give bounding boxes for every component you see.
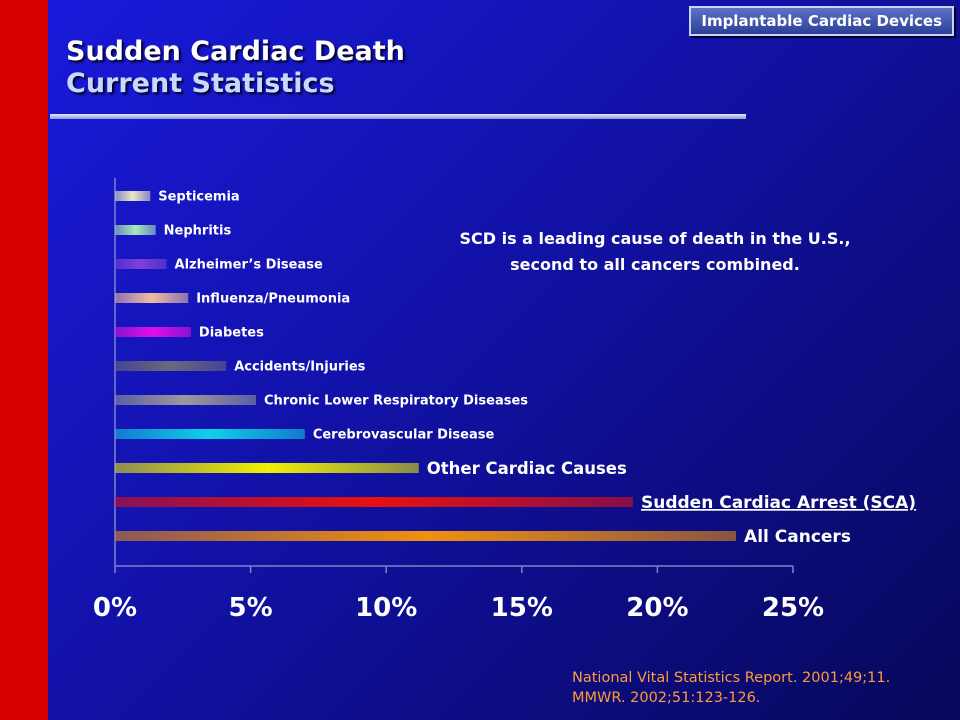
x-tick-label: 10%	[355, 593, 417, 623]
bar	[115, 361, 227, 371]
x-tick-label: 15%	[491, 593, 553, 623]
bar	[115, 191, 151, 201]
bar	[115, 531, 737, 541]
title-divider	[50, 114, 746, 119]
bar-label: Cerebrovascular Disease	[313, 428, 495, 443]
bar-label: Diabetes	[199, 326, 264, 341]
bar	[115, 225, 156, 235]
bar-label: Accidents/Injuries	[234, 360, 365, 375]
bar-label: Other Cardiac Causes	[427, 459, 627, 478]
x-tick-label: 0%	[93, 593, 137, 623]
bar	[115, 395, 257, 405]
left-accent-bar	[0, 0, 48, 720]
x-tick-label: 20%	[626, 593, 688, 623]
bar	[115, 327, 191, 337]
source-citation: National Vital Statistics Report. 2001;4…	[572, 668, 890, 708]
source-line-2: MMWR. 2002;51:123-126.	[572, 690, 761, 706]
bar-label: Influenza/Pneumonia	[196, 292, 350, 307]
bar-label: Septicemia	[158, 190, 239, 205]
header-tag: Implantable Cardiac Devices	[689, 6, 954, 36]
bar	[115, 429, 305, 439]
bar	[115, 497, 633, 507]
bar-label: Nephritis	[164, 224, 232, 239]
bar-label: Sudden Cardiac Arrest (SCA)	[641, 493, 916, 513]
bar	[115, 293, 189, 303]
bar	[115, 463, 419, 473]
bar-label: All Cancers	[744, 527, 851, 547]
x-tick-label: 25%	[762, 593, 824, 623]
bar-label: Chronic Lower Respiratory Diseases	[264, 394, 528, 409]
slide-title: Sudden Cardiac Death	[66, 36, 405, 67]
slide-subtitle: Current Statistics	[66, 68, 335, 99]
callout-text: SCD is a leading cause of death in the U…	[459, 229, 851, 274]
source-line-1: National Vital Statistics Report. 2001;4…	[572, 670, 891, 686]
bar	[115, 259, 167, 269]
x-tick-label: 5%	[229, 593, 273, 623]
bar-label: Alzheimer’s Disease	[175, 258, 323, 273]
